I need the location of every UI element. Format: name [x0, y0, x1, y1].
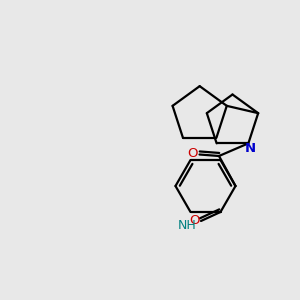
Text: N: N	[244, 142, 255, 155]
Text: NH: NH	[178, 219, 197, 232]
Text: O: O	[189, 214, 200, 227]
Text: O: O	[188, 147, 198, 161]
